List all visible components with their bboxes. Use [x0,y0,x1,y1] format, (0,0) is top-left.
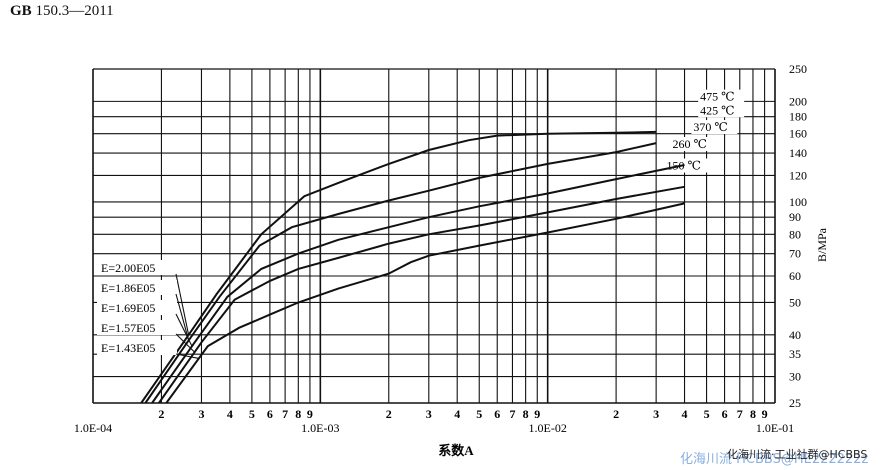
x-minor-tick-label: 8 [750,407,756,421]
y-axis-title: B/MPa [815,227,829,262]
y-tick-label: 90 [789,210,801,224]
y-tick-label: 160 [789,127,807,141]
x-minor-tick-label: 7 [509,407,515,421]
y-tick-label: 80 [789,227,801,241]
y-tick-label: 35 [789,347,801,361]
x-minor-tick-label: 6 [494,407,500,421]
x-major-tick-label: 1.0E-01 [756,421,794,435]
series-label-bg [664,158,711,173]
x-major-tick-label: 1.0E-03 [301,421,339,435]
x-axis-title: 系数A [438,443,474,458]
modulus-leader [175,313,193,347]
standard-number: 150.3—2011 [35,3,114,19]
x-minor-tick-label: 7 [737,407,743,421]
x-minor-tick-label: 4 [682,407,688,421]
x-minor-tick-label: 8 [295,407,301,421]
x-minor-tick-label: 2 [158,407,164,421]
y-tick-label: 40 [789,328,801,342]
standard-code: GB [10,3,32,19]
x-minor-tick-label: 3 [426,407,432,421]
modulus-label: E=1.86E05 [101,281,155,295]
x-major-tick-label: 1.0E-02 [529,421,567,435]
modulus-label: E=2.00E05 [101,261,155,275]
x-minor-tick-label: 9 [307,407,313,421]
y-tick-label: 120 [789,168,807,182]
y-tick-label: 100 [789,195,807,209]
modulus-label: E=1.57E05 [101,321,155,335]
x-minor-tick-label: 4 [454,407,460,421]
x-minor-tick-label: 6 [722,407,728,421]
series-label-bg [670,137,717,152]
x-minor-tick-label: 2 [386,407,392,421]
modulus-label-bg [97,320,177,335]
series-line [165,202,685,404]
x-minor-tick-label: 5 [249,407,255,421]
watermark-overlay: 化海川流·工业社群@HCBBS [727,448,868,461]
x-minor-tick-label: 2 [613,407,619,421]
series-label: 260 ℃ [672,137,706,151]
y-tick-label: 25 [789,396,801,410]
modulus-leader [175,293,190,341]
modulus-label: E=1.43E05 [101,341,155,355]
x-minor-tick-label: 8 [523,407,529,421]
standard-header: GB 150.3—2011 [10,3,114,20]
y-tick-label: 30 [789,370,801,384]
modulus-label-bg [97,260,177,275]
series-label-bg [698,103,745,118]
x-minor-tick-label: 4 [227,407,233,421]
modulus-label: E=1.69E05 [101,301,155,315]
series-label: 425 ℃ [700,103,734,117]
x-minor-tick-label: 3 [198,407,204,421]
y-tick-label: 250 [789,62,807,76]
y-tick-label: 70 [789,247,801,261]
y-tick-label: 60 [789,269,801,283]
watermark: 化海川流·HCBBS@HE222222z [680,452,869,467]
y-tick-label: 200 [789,94,807,108]
modulus-leader [175,353,199,359]
x-minor-tick-label: 5 [476,407,482,421]
x-minor-tick-label: 9 [762,407,768,421]
series-label-bg [698,89,745,104]
x-minor-tick-label: 3 [653,407,659,421]
y-tick-label: 180 [789,110,807,124]
modulus-leader [175,273,190,335]
x-major-tick-label: 1.0E-04 [74,421,112,435]
series-label: 370 ℃ [693,120,727,134]
series-line [158,185,685,404]
modulus-label-bg [97,340,177,355]
modulus-label-bg [97,280,177,295]
modulus-leader [175,333,195,353]
y-tick-label: 50 [789,295,801,309]
x-minor-tick-label: 6 [267,407,273,421]
x-minor-tick-label: 7 [282,407,288,421]
y-tick-label: 140 [789,146,807,160]
x-minor-tick-label: 5 [704,407,710,421]
series-line [144,142,657,404]
series-line [140,130,657,404]
x-minor-tick-label: 9 [534,407,540,421]
series-label: 475 ℃ [700,90,734,104]
modulus-label-bg [97,300,177,315]
series-line [151,164,685,404]
series-label-bg [691,120,738,135]
